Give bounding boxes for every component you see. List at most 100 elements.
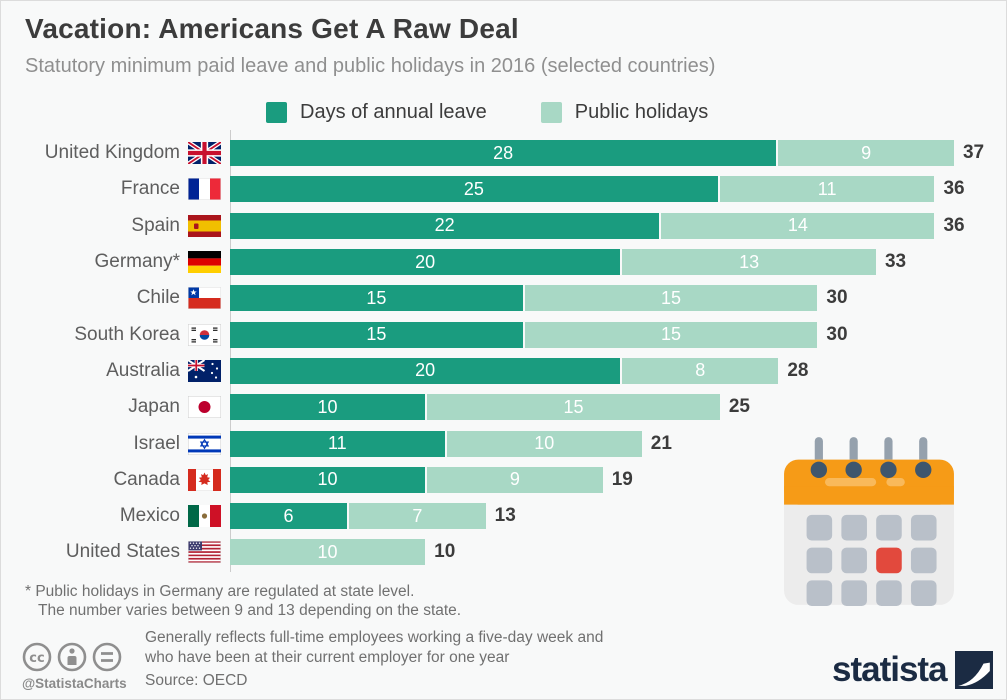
country-label: South Korea: [74, 323, 180, 345]
annual-leave-bar: 15: [230, 285, 523, 312]
footnote: * Public holidays in Germany are regulat…: [25, 582, 461, 620]
statista-wordmark: statista: [832, 650, 948, 689]
country-label: France: [120, 178, 180, 200]
annual-leave-value: 6: [283, 505, 294, 526]
page-subtitle: Statutory minimum paid leave and public …: [25, 55, 716, 77]
annual-leave-value: 22: [434, 215, 455, 236]
bar-group: 20 13 33: [230, 249, 907, 276]
row-label: Australia: [0, 359, 230, 382]
annual-leave-value: 15: [366, 287, 387, 308]
total-label: 25: [728, 396, 750, 418]
flag-germany-icon: [188, 251, 221, 274]
country-label: United States: [65, 541, 180, 563]
public-holidays-value: 7: [412, 505, 423, 526]
flag-us-icon: [188, 541, 221, 564]
total-label: 13: [494, 505, 516, 527]
public-holidays-value: 10: [317, 541, 338, 562]
row-label: Japan: [0, 396, 230, 419]
public-holidays-bar: 15: [524, 321, 818, 348]
row-label: Canada: [0, 468, 230, 491]
flag-chile-icon: [188, 287, 221, 310]
row-label: Chile: [0, 287, 230, 310]
footer-note-line1: Generally reflects full-time employees w…: [145, 629, 604, 646]
footnote-line1: * Public holidays in Germany are regulat…: [25, 583, 415, 600]
annual-leave-bar: 10: [230, 394, 426, 421]
statista-handle: @StatistaCharts: [22, 676, 127, 691]
no-derivatives-icon: [92, 642, 122, 672]
country-label: Japan: [128, 396, 180, 418]
bar-group: 10 9 19: [230, 466, 633, 493]
public-holidays-value: 15: [563, 396, 584, 417]
public-holidays-value: 15: [661, 324, 682, 345]
page-title: Vacation: Americans Get A Raw Deal: [25, 13, 519, 44]
public-holidays-bar: 11: [719, 176, 935, 203]
annual-leave-value: 28: [493, 142, 514, 163]
public-holidays-bar: 7: [349, 503, 486, 530]
public-holidays-value: 8: [695, 360, 706, 381]
chart-row: Israel 11 10 21: [0, 425, 1007, 461]
bar-group: 28 9 37: [230, 140, 984, 167]
annual-leave-swatch-icon: [266, 102, 287, 123]
row-label: United Kingdom: [0, 142, 230, 165]
chart-row: Canada 10 9 19: [0, 462, 1007, 498]
flag-australia-icon: [188, 359, 221, 382]
flag-canada-icon: [188, 468, 221, 491]
country-label: Israel: [133, 432, 180, 454]
row-label: Spain: [0, 214, 230, 237]
row-label: Germany*: [0, 251, 230, 274]
total-label: 19: [611, 468, 633, 490]
public-holidays-value: 9: [861, 142, 872, 163]
bar-group: 10 15 25: [230, 394, 750, 421]
bar-group: 15 15 30: [230, 321, 848, 348]
statista-logo: statista: [832, 650, 993, 690]
annual-leave-bar: 11: [230, 430, 445, 457]
total-label: 30: [826, 323, 848, 345]
legend-item-public-holidays: Public holidays: [540, 101, 708, 124]
chart-row: Australia 20 8 28: [0, 353, 1007, 389]
total-label: 36: [943, 178, 965, 200]
public-holidays-swatch-icon: [540, 102, 562, 123]
chart-row: United Kingdom 28 9 37: [0, 135, 1007, 171]
annual-leave-value: 10: [317, 469, 338, 490]
footer-note-line2: who have been at their current employer …: [145, 649, 510, 666]
total-label: 28: [787, 359, 809, 381]
public-holidays-bar: 15: [427, 394, 720, 421]
country-label: Chile: [136, 287, 180, 309]
public-holidays-bar: 10: [446, 430, 642, 457]
bar-group: 6 7 13: [230, 503, 516, 530]
chart-row: Mexico 6 7 13: [0, 498, 1007, 534]
flag-japan-icon: [188, 396, 221, 419]
chart-row: Germany* 20 13 33: [0, 244, 1007, 280]
flag-israel-icon: [188, 432, 221, 455]
chart-row: United States 10 10: [0, 534, 1007, 570]
annual-leave-value: 20: [415, 251, 436, 272]
total-label: 36: [943, 214, 965, 236]
svg-text:cc: cc: [29, 651, 44, 666]
country-label: Mexico: [119, 505, 180, 527]
annual-leave-bar: 22: [230, 212, 660, 239]
public-holidays-value: 11: [817, 178, 837, 199]
row-label: United States: [0, 541, 230, 564]
annual-leave-value: 20: [415, 360, 436, 381]
public-holidays-value: 10: [534, 433, 555, 454]
public-holidays-bar: 13: [622, 249, 876, 276]
public-holidays-value: 15: [661, 287, 682, 308]
row-label: South Korea: [0, 323, 230, 346]
chart-row: Chile 15 15 30: [0, 280, 1007, 316]
calendar-icon: [782, 432, 956, 610]
chart-row: Spain 22 14 36: [0, 208, 1007, 244]
annual-leave-value: 11: [327, 433, 347, 454]
bar-group: 11 10 21: [230, 430, 672, 457]
annual-leave-bar: 15: [230, 321, 523, 348]
total-label: 33: [884, 251, 907, 273]
public-holidays-value: 14: [787, 215, 808, 236]
total-label: 30: [826, 287, 848, 309]
annual-leave-bar: 6: [230, 503, 348, 530]
public-holidays-value: 13: [739, 251, 760, 272]
country-label: Germany*: [94, 251, 180, 273]
public-holidays-bar: 8: [622, 357, 779, 384]
annual-leave-bar: 25: [230, 176, 718, 203]
public-holidays-bar: 9: [427, 466, 603, 493]
legend-label: Days of annual leave: [300, 101, 487, 123]
public-holidays-bar: 14: [661, 212, 935, 239]
